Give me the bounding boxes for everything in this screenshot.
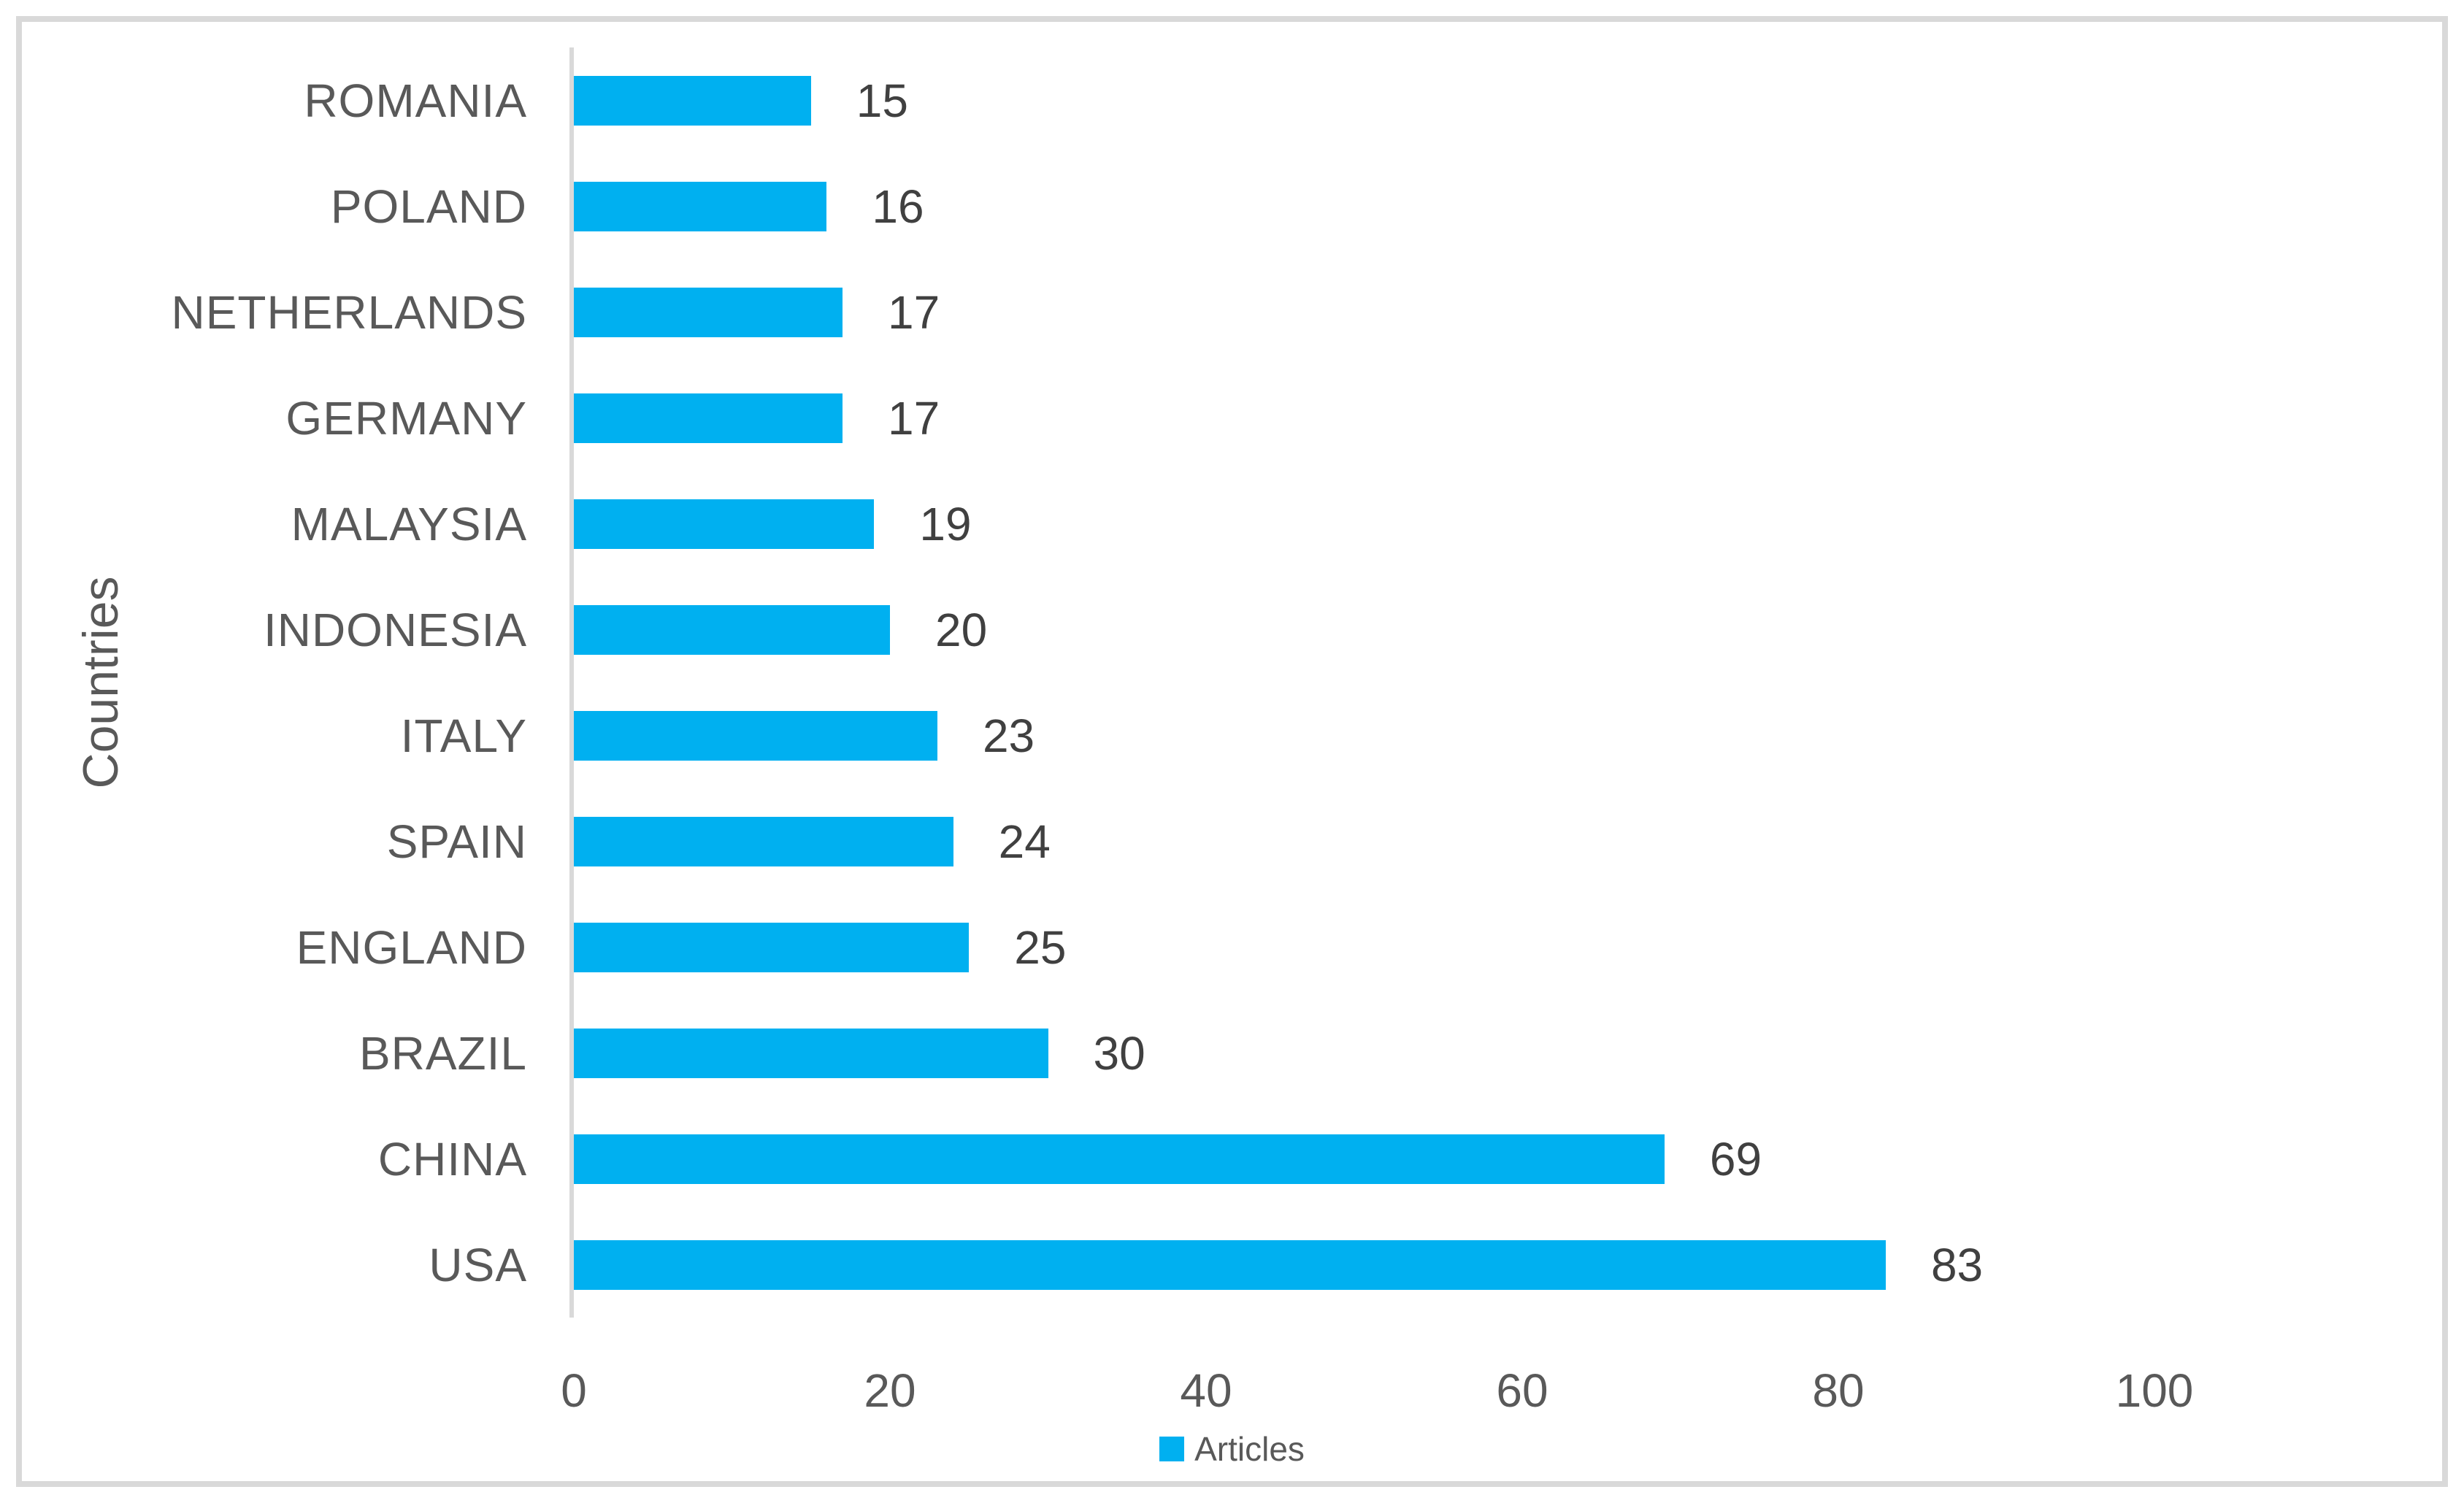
value-label: 19 — [919, 497, 972, 550]
x-tick-label: 80 — [1812, 1364, 1865, 1417]
bar-track: 69 — [569, 1106, 2442, 1212]
x-tick-label: 60 — [1496, 1364, 1548, 1417]
chart-row: INDONESIA 20 — [22, 577, 2442, 683]
x-tick-label: 100 — [2115, 1364, 2194, 1417]
bar-track: 23 — [569, 683, 2442, 788]
bar-track: 16 — [569, 153, 2442, 259]
bar-track: 25 — [569, 894, 2442, 1000]
value-label: 30 — [1093, 1026, 1145, 1080]
x-axis-ticks: 0 20 40 60 80 100 — [561, 1364, 2442, 1422]
bar: 16 — [574, 180, 924, 233]
category-label: ENGLAND — [296, 920, 527, 974]
bar: 15 — [574, 74, 908, 127]
legend-label: Articles — [1194, 1430, 1305, 1468]
value-label: 24 — [998, 815, 1051, 868]
bar-track: 17 — [569, 365, 2442, 471]
value-label: 20 — [935, 603, 988, 656]
bar: 30 — [574, 1027, 1145, 1080]
legend-marker-square-icon — [1159, 1437, 1185, 1461]
value-label: 23 — [982, 709, 1035, 762]
bar: 17 — [574, 392, 940, 445]
category-label: NETHERLANDS — [171, 285, 527, 339]
bar-track: 20 — [569, 577, 2442, 683]
bar-track: 83 — [569, 1212, 2442, 1318]
category-label: GERMANY — [285, 391, 527, 445]
category-label: ITALY — [400, 709, 527, 762]
value-label: 15 — [856, 74, 908, 127]
bar-track: 17 — [569, 259, 2442, 365]
chart-row: POLAND 16 — [22, 153, 2442, 259]
chart-frame: Countries ROMANIA 15 POLAND 16 NETHERLANDS 17… — [16, 16, 2448, 1487]
bar-track: 24 — [569, 788, 2442, 894]
bar-track: 30 — [569, 1000, 2442, 1106]
category-label: MALAYSIA — [291, 497, 527, 550]
bar: 83 — [574, 1239, 1983, 1291]
plot-area: ROMANIA 15 POLAND 16 NETHERLANDS 17 GERMANY 17 M… — [22, 47, 2442, 1318]
chart-row: SPAIN 24 — [22, 788, 2442, 894]
bar: 19 — [574, 498, 972, 550]
value-label: 16 — [872, 180, 924, 233]
bar-track: 15 — [569, 47, 2442, 153]
category-label: SPAIN — [386, 815, 527, 868]
x-tick-label: 0 — [561, 1364, 587, 1417]
category-label: POLAND — [330, 180, 527, 233]
bar: 24 — [574, 815, 1051, 868]
chart-row: GERMANY 17 — [22, 365, 2442, 471]
chart-row: NETHERLANDS 17 — [22, 259, 2442, 365]
category-label: BRAZIL — [358, 1026, 527, 1080]
value-label: 69 — [1709, 1132, 1762, 1185]
chart-row: USA 83 — [22, 1212, 2442, 1318]
category-label: ROMANIA — [304, 74, 527, 127]
value-label: 17 — [888, 391, 940, 445]
value-label: 83 — [1930, 1238, 1984, 1291]
chart-row: ENGLAND 25 — [22, 894, 2442, 1000]
bar: 20 — [574, 604, 987, 656]
bar: 23 — [574, 710, 1035, 762]
category-label: INDONESIA — [263, 603, 527, 656]
chart-row: ROMANIA 15 — [22, 47, 2442, 153]
chart-row: BRAZIL 30 — [22, 1000, 2442, 1106]
bar: 25 — [574, 921, 1066, 974]
category-label: USA — [429, 1238, 527, 1291]
bar: 69 — [574, 1133, 1762, 1185]
chart-row: ITALY 23 — [22, 683, 2442, 788]
value-label: 17 — [888, 285, 940, 339]
x-tick-label: 40 — [1180, 1364, 1232, 1417]
chart-row: MALAYSIA 19 — [22, 471, 2442, 577]
value-label: 25 — [1014, 920, 1067, 974]
bar: 17 — [574, 286, 940, 339]
bar-track: 19 — [569, 471, 2442, 577]
x-tick-label: 20 — [864, 1364, 916, 1417]
chart-row: CHINA 69 — [22, 1106, 2442, 1212]
category-label: CHINA — [377, 1132, 527, 1185]
legend: Articles — [22, 1429, 2442, 1469]
